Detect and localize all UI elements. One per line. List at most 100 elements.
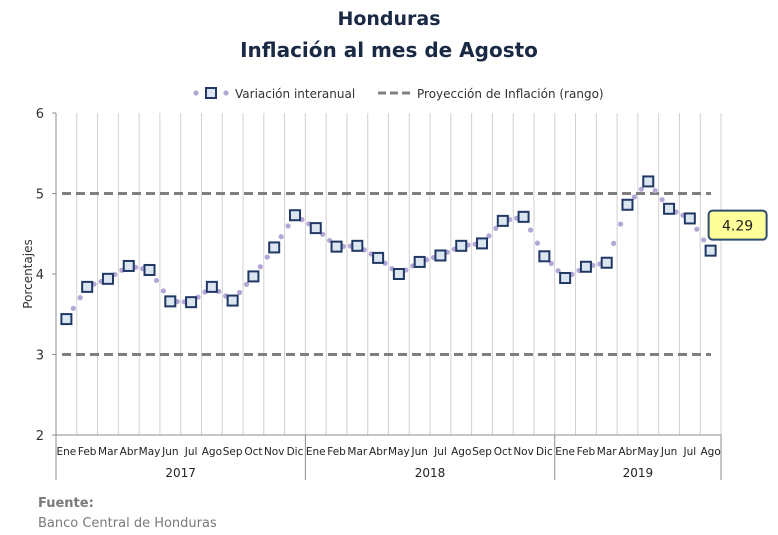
x-tick-label: Jul	[433, 446, 447, 458]
data-point-may-4	[143, 263, 156, 276]
data-point-ago-7	[205, 280, 218, 293]
x-tick-label: May	[139, 446, 161, 458]
series-connector-dot	[77, 295, 83, 301]
x-tick-label: Feb	[577, 446, 596, 458]
series-connector-dot	[631, 194, 638, 200]
data-point-ago-31	[704, 244, 717, 257]
x-tick-label: Oct	[244, 446, 262, 458]
x-tick-label: May	[637, 446, 659, 458]
x-tick-label: May	[388, 446, 410, 458]
callout-value: 4.29	[722, 219, 753, 235]
data-point-ago-19	[455, 239, 468, 252]
x-tick-label: Mar	[98, 446, 118, 458]
series-connector-dot	[160, 288, 166, 294]
series-connector-dot	[652, 187, 658, 194]
x-tick-label: Jun	[410, 446, 427, 458]
data-point-ene-0	[60, 313, 73, 326]
x-tick-label: Abr	[618, 446, 637, 458]
data-point-jul-30	[683, 212, 696, 225]
series-connector-dot	[236, 289, 243, 296]
series-connector-dot	[153, 277, 160, 284]
x-tick-label: Abr	[120, 446, 139, 458]
data-point-oct-9	[247, 270, 260, 283]
series-connector-dot	[70, 305, 76, 311]
y-tick-label: 3	[36, 349, 44, 364]
year-label-2017: 2017	[165, 466, 196, 480]
legend: Variación interanual Proyección de Inflac…	[193, 87, 604, 101]
legend-dot	[193, 90, 199, 96]
data-point-oct-21	[496, 214, 509, 227]
x-tick-label: Jul	[682, 446, 696, 458]
x-tick-label: Jun	[161, 446, 178, 458]
series-connector-dot	[285, 223, 291, 229]
series-connector-dot	[611, 240, 617, 247]
source-label: Fuente:	[38, 496, 94, 511]
data-point-abr-3	[122, 259, 135, 272]
legend-marker-series	[205, 87, 217, 99]
data-point-feb-25	[579, 260, 592, 273]
x-tick-label: Feb	[78, 446, 97, 458]
series-connector-dot	[617, 221, 624, 227]
series-connector-dot	[257, 264, 263, 270]
series-connector-dot	[694, 226, 700, 232]
x-tick-label: Jul	[184, 446, 198, 458]
y-axis-label: Porcentajes	[21, 239, 35, 308]
year-label-2018: 2018	[415, 466, 446, 480]
year-label-2019: 2019	[623, 466, 654, 480]
x-tick-label: Nov	[513, 446, 534, 458]
y-tick-label: 6	[36, 107, 44, 122]
chart-title: Honduras	[337, 8, 441, 30]
series-connector-dot	[243, 281, 250, 288]
series-connector-dot	[486, 233, 492, 239]
data-point-dic-23	[538, 250, 551, 263]
x-tick-label: Sep	[223, 446, 243, 458]
x-tick-label: Mar	[597, 446, 617, 458]
data-point-sep-8	[226, 294, 239, 307]
x-tick-label: Jun	[660, 446, 677, 458]
data-point-feb-13	[330, 240, 343, 253]
data-point-jun-5	[164, 295, 177, 308]
series-connector-dot	[659, 197, 665, 203]
data-point-ene-12	[309, 222, 322, 235]
series-connector-dot	[493, 225, 499, 231]
x-tick-label: Feb	[327, 446, 346, 458]
data-point-feb-1	[81, 280, 94, 293]
series-connector-dot	[278, 234, 284, 240]
data-point-may-28	[642, 175, 655, 188]
x-tick-label: Dic	[536, 446, 553, 458]
data-point-sep-20	[476, 237, 489, 250]
y-tick-label: 4	[36, 268, 44, 283]
legend-label-series: Variación interanual	[235, 87, 355, 101]
data-point-dic-11	[288, 209, 301, 222]
source-value: Banco Central de Honduras	[38, 516, 217, 531]
data-point-jun-17	[413, 255, 426, 268]
y-tick-label: 2	[36, 429, 44, 444]
data-point-may-16	[392, 268, 405, 280]
legend-dot	[223, 90, 229, 96]
data-point-mar-14	[351, 239, 364, 252]
x-tick-label: Dic	[287, 446, 304, 458]
x-tick-label: Mar	[347, 446, 367, 458]
series-connector-dot	[527, 227, 534, 233]
x-tick-label: Ago	[451, 446, 471, 458]
data-point-ene-24	[559, 272, 572, 285]
series-connector-dot	[638, 186, 644, 192]
data-point-nov-22	[517, 210, 530, 223]
callout-box	[707, 209, 768, 241]
data-point-jul-6	[185, 296, 198, 309]
data-point-nov-10	[268, 241, 281, 254]
x-tick-label: Ene	[555, 446, 575, 458]
data-point-abr-15	[372, 251, 385, 264]
x-tick-label: Nov	[264, 446, 285, 458]
series-connector-dot	[701, 237, 707, 243]
legend-label-projection: Proyección de Inflación (rango)	[417, 87, 604, 101]
data-point-abr-27	[621, 198, 634, 211]
data-point-mar-26	[600, 256, 613, 269]
chart-subtitle: Inflación al mes de Agosto	[240, 38, 538, 62]
data-point-jun-29	[663, 202, 676, 215]
x-tick-label: Ago	[700, 446, 720, 458]
series-connector-dot	[264, 254, 270, 260]
series-connector-dot	[534, 240, 541, 246]
x-tick-label: Sep	[472, 446, 492, 458]
